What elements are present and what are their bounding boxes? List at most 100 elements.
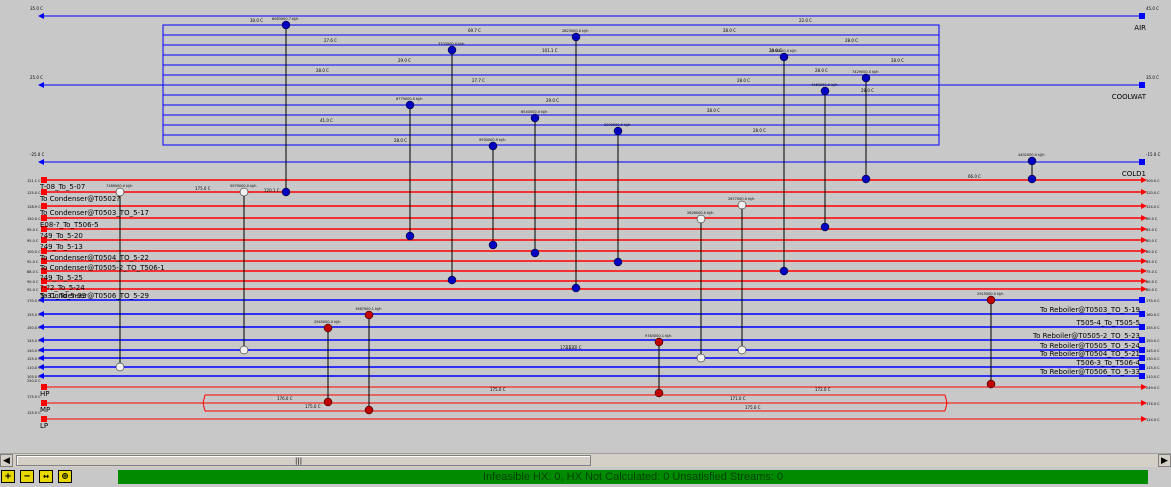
cold-stream-in-temp: 150.0 C — [27, 326, 41, 330]
hot-stream-in-temp: 92.0 C — [27, 288, 39, 292]
utility-branch-temp: 101.1 C — [542, 48, 558, 53]
hot-stream-name: To Condenser@T0505-2_TO_T506-1 — [39, 264, 165, 272]
fit-width-button[interactable]: ↔ — [39, 470, 53, 483]
exchanger-node — [696, 214, 706, 224]
scroll-left-arrow-icon[interactable]: ◀ — [0, 454, 13, 467]
hot-utility-name: LP — [40, 422, 48, 430]
exchanger-node — [861, 73, 871, 83]
exchanger-node — [571, 32, 581, 42]
utility-branch-temp: 27.6 C — [324, 38, 337, 43]
stream-arrow-icon — [1141, 189, 1147, 195]
stream-arrow-icon — [38, 297, 44, 303]
status-bar: Infeasible HX: 0, HX Not Calculated: 0 U… — [118, 470, 1148, 484]
cold-stream-name: To Reboiler@T0505_TO_5-24 — [1039, 342, 1141, 350]
scroll-right-arrow-icon[interactable]: ▶ — [1158, 454, 1171, 467]
hot-stream-out-temp: 124.0 C — [1146, 205, 1160, 209]
stream-start-marker — [41, 203, 47, 209]
stream-arrow-icon — [38, 82, 44, 88]
exchanger-duty-label: 6540000.0 kJ/h — [521, 110, 548, 114]
hot-stream-name: To Condenser@T0506_TO_5-29 — [39, 292, 149, 300]
hot-stream-in-temp: 128.9 C — [27, 205, 41, 209]
heat-exchanger-grid[interactable]: 45.0 C AIR 35.0 C 35.0 C COOLWAT 25.0 C -15.0 … — [0, 0, 1171, 453]
stream-end-marker — [1139, 337, 1145, 343]
utility-branch-temp: 28.0 C — [845, 38, 858, 43]
stream-temp-label: 113.0 C — [566, 345, 582, 350]
exchanger-node — [861, 174, 871, 184]
stream-end-marker — [1139, 311, 1145, 317]
hot-utility-in-temp: 250.0 C — [27, 379, 41, 383]
stream-end-marker — [1139, 82, 1145, 88]
center-view-button[interactable]: ⊕ — [58, 470, 72, 483]
stream-arrow-icon — [1141, 416, 1147, 422]
hot-stream-name: ?49_To_5-25 — [40, 274, 83, 282]
cold-stream-out-temp: 130.0 C — [1146, 357, 1160, 361]
exchanger-duty-label: 4402000.0 kJ/h — [1018, 153, 1045, 157]
cold-stream-out-temp: 175.0 C — [1146, 299, 1160, 303]
stream-arrow-icon — [1141, 203, 1147, 209]
utility-out-temp: 25.0 C — [30, 75, 43, 80]
hot-stream-name: T-08_To_5-07 — [39, 183, 85, 191]
hot-stream-out-temp: 80.0 C — [1146, 217, 1158, 221]
exchanger-node — [447, 275, 457, 285]
stream-start-marker — [41, 278, 47, 284]
stream-start-marker — [41, 237, 47, 243]
exchanger-node — [323, 397, 333, 407]
hot-utility-in-temp: 175.0 C — [27, 395, 41, 399]
hot-stream-name: ?49_To_5-20 — [40, 232, 83, 240]
utility-name: COOLWAT — [1112, 93, 1147, 101]
exchanger-node — [571, 283, 581, 293]
exchanger-node — [488, 240, 498, 250]
exchanger-node — [779, 52, 789, 62]
hot-stream-in-temp: 150.0 C — [27, 217, 41, 221]
exchanger-node — [613, 126, 623, 136]
hot-stream-name: ?49_To_5-13 — [40, 243, 83, 251]
stream-start-marker — [41, 215, 47, 221]
cold-stream-name: To Reboiler@T0503_TO_5-19 — [1039, 306, 1140, 314]
stream-arrow-icon — [1141, 286, 1147, 292]
stream-end-marker — [1139, 324, 1145, 330]
horizontal-scrollbar[interactable]: ◀ ||| ▶ — [0, 453, 1171, 467]
stream-start-marker — [41, 384, 47, 390]
exchanger-duty-label: 1987000.1 kJ/h — [355, 307, 382, 311]
hot-stream-out-temp: 80.0 C — [1146, 280, 1158, 284]
hot-utility-branch-temp: 176.0 C — [277, 396, 293, 401]
hot-utility-branch-temp: 175.0 C — [490, 387, 506, 392]
exchanger-duty-label: 2000000.9 kJ/h — [604, 123, 631, 127]
exchanger-duty-label: 2915000.0 kJ/h — [977, 292, 1004, 296]
stream-temp-label: 175.0 C — [195, 186, 211, 191]
stream-arrow-icon — [38, 13, 44, 19]
hot-stream-out-temp: 85.0 C — [1146, 260, 1158, 264]
utility-branch-temp: 29.0 C — [546, 98, 559, 103]
utility-name: AIR — [1134, 24, 1146, 32]
utility-name: COLD1 — [1122, 170, 1146, 178]
bottom-toolbar: + − ↔ ⊕ Infeasible HX: 0, HX Not Calcula… — [0, 467, 1171, 487]
hot-stream-out-temp: 80.0 C — [1146, 239, 1158, 243]
cold-stream-out-temp: 150.0 C — [1146, 339, 1160, 343]
exchanger-node — [281, 187, 291, 197]
utility-branch-temp: 28.0 C — [769, 48, 782, 53]
cold-stream-name: To Reboiler@T0506_TO_5-33 — [1039, 368, 1140, 376]
exchanger-node — [1027, 174, 1037, 184]
utility-branch-temp: 30.0 C — [250, 18, 263, 23]
stream-temp-label: 120.1 C — [264, 188, 280, 193]
scroll-thumb[interactable]: ||| — [16, 455, 591, 466]
scroll-grip-icon: ||| — [295, 457, 303, 465]
utility-branch-temp: 28.0 C — [737, 78, 750, 83]
split-brace — [202, 394, 948, 412]
stream-arrow-icon — [38, 311, 44, 317]
cold-stream-in-temp: 140.0 C — [27, 349, 41, 353]
utility-in-temp: 35.0 C — [1146, 75, 1159, 80]
utility-branch-temp: 28.0 C — [707, 108, 720, 113]
zoom-out-button[interactable]: − — [20, 470, 34, 483]
hot-stream-in-temp: 95.0 C — [27, 228, 39, 232]
cold-stream-in-temp: 155.0 C — [27, 313, 41, 317]
exchanger-node — [364, 405, 374, 415]
exchanger-node — [696, 353, 706, 363]
cold-stream-out-temp: 115.0 C — [1146, 366, 1160, 370]
zoom-in-button[interactable]: + — [1, 470, 15, 483]
hot-stream-in-temp: 88.0 C — [27, 270, 39, 274]
hot-stream-out-temp: 75.0 C — [1146, 270, 1158, 274]
exchanger-duty-label: 7429000.0 kJ/h — [852, 70, 879, 74]
hot-utility-branch-temp: 171.0 C — [730, 396, 746, 401]
hot-stream-name: E08-?_To_T506-5 — [40, 221, 99, 229]
